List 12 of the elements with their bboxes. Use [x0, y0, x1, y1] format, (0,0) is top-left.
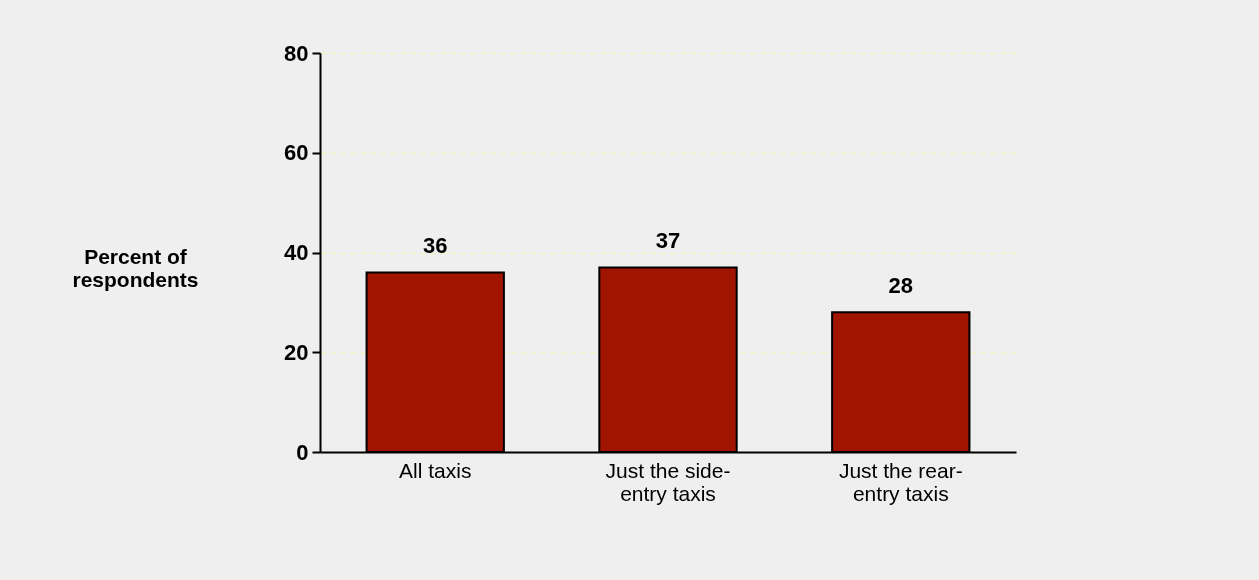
- y-tick-label: 80: [284, 40, 309, 66]
- data-label: 28: [888, 273, 914, 299]
- x-tick-label: Just the rear-entry taxis: [838, 458, 963, 505]
- data-label: 36: [422, 233, 448, 259]
- x-tick-label: Just the side-entry taxis: [605, 458, 731, 505]
- y-tick-label: 60: [284, 140, 309, 166]
- data-label: 37: [655, 228, 681, 254]
- y-axis-title: Percent of respondents: [72, 244, 199, 291]
- y-tick-label: 40: [284, 240, 309, 265]
- y-tick-label: 20: [284, 339, 309, 365]
- y-tick-label: 0: [296, 439, 309, 465]
- x-tick-label: All taxis: [399, 458, 472, 482]
